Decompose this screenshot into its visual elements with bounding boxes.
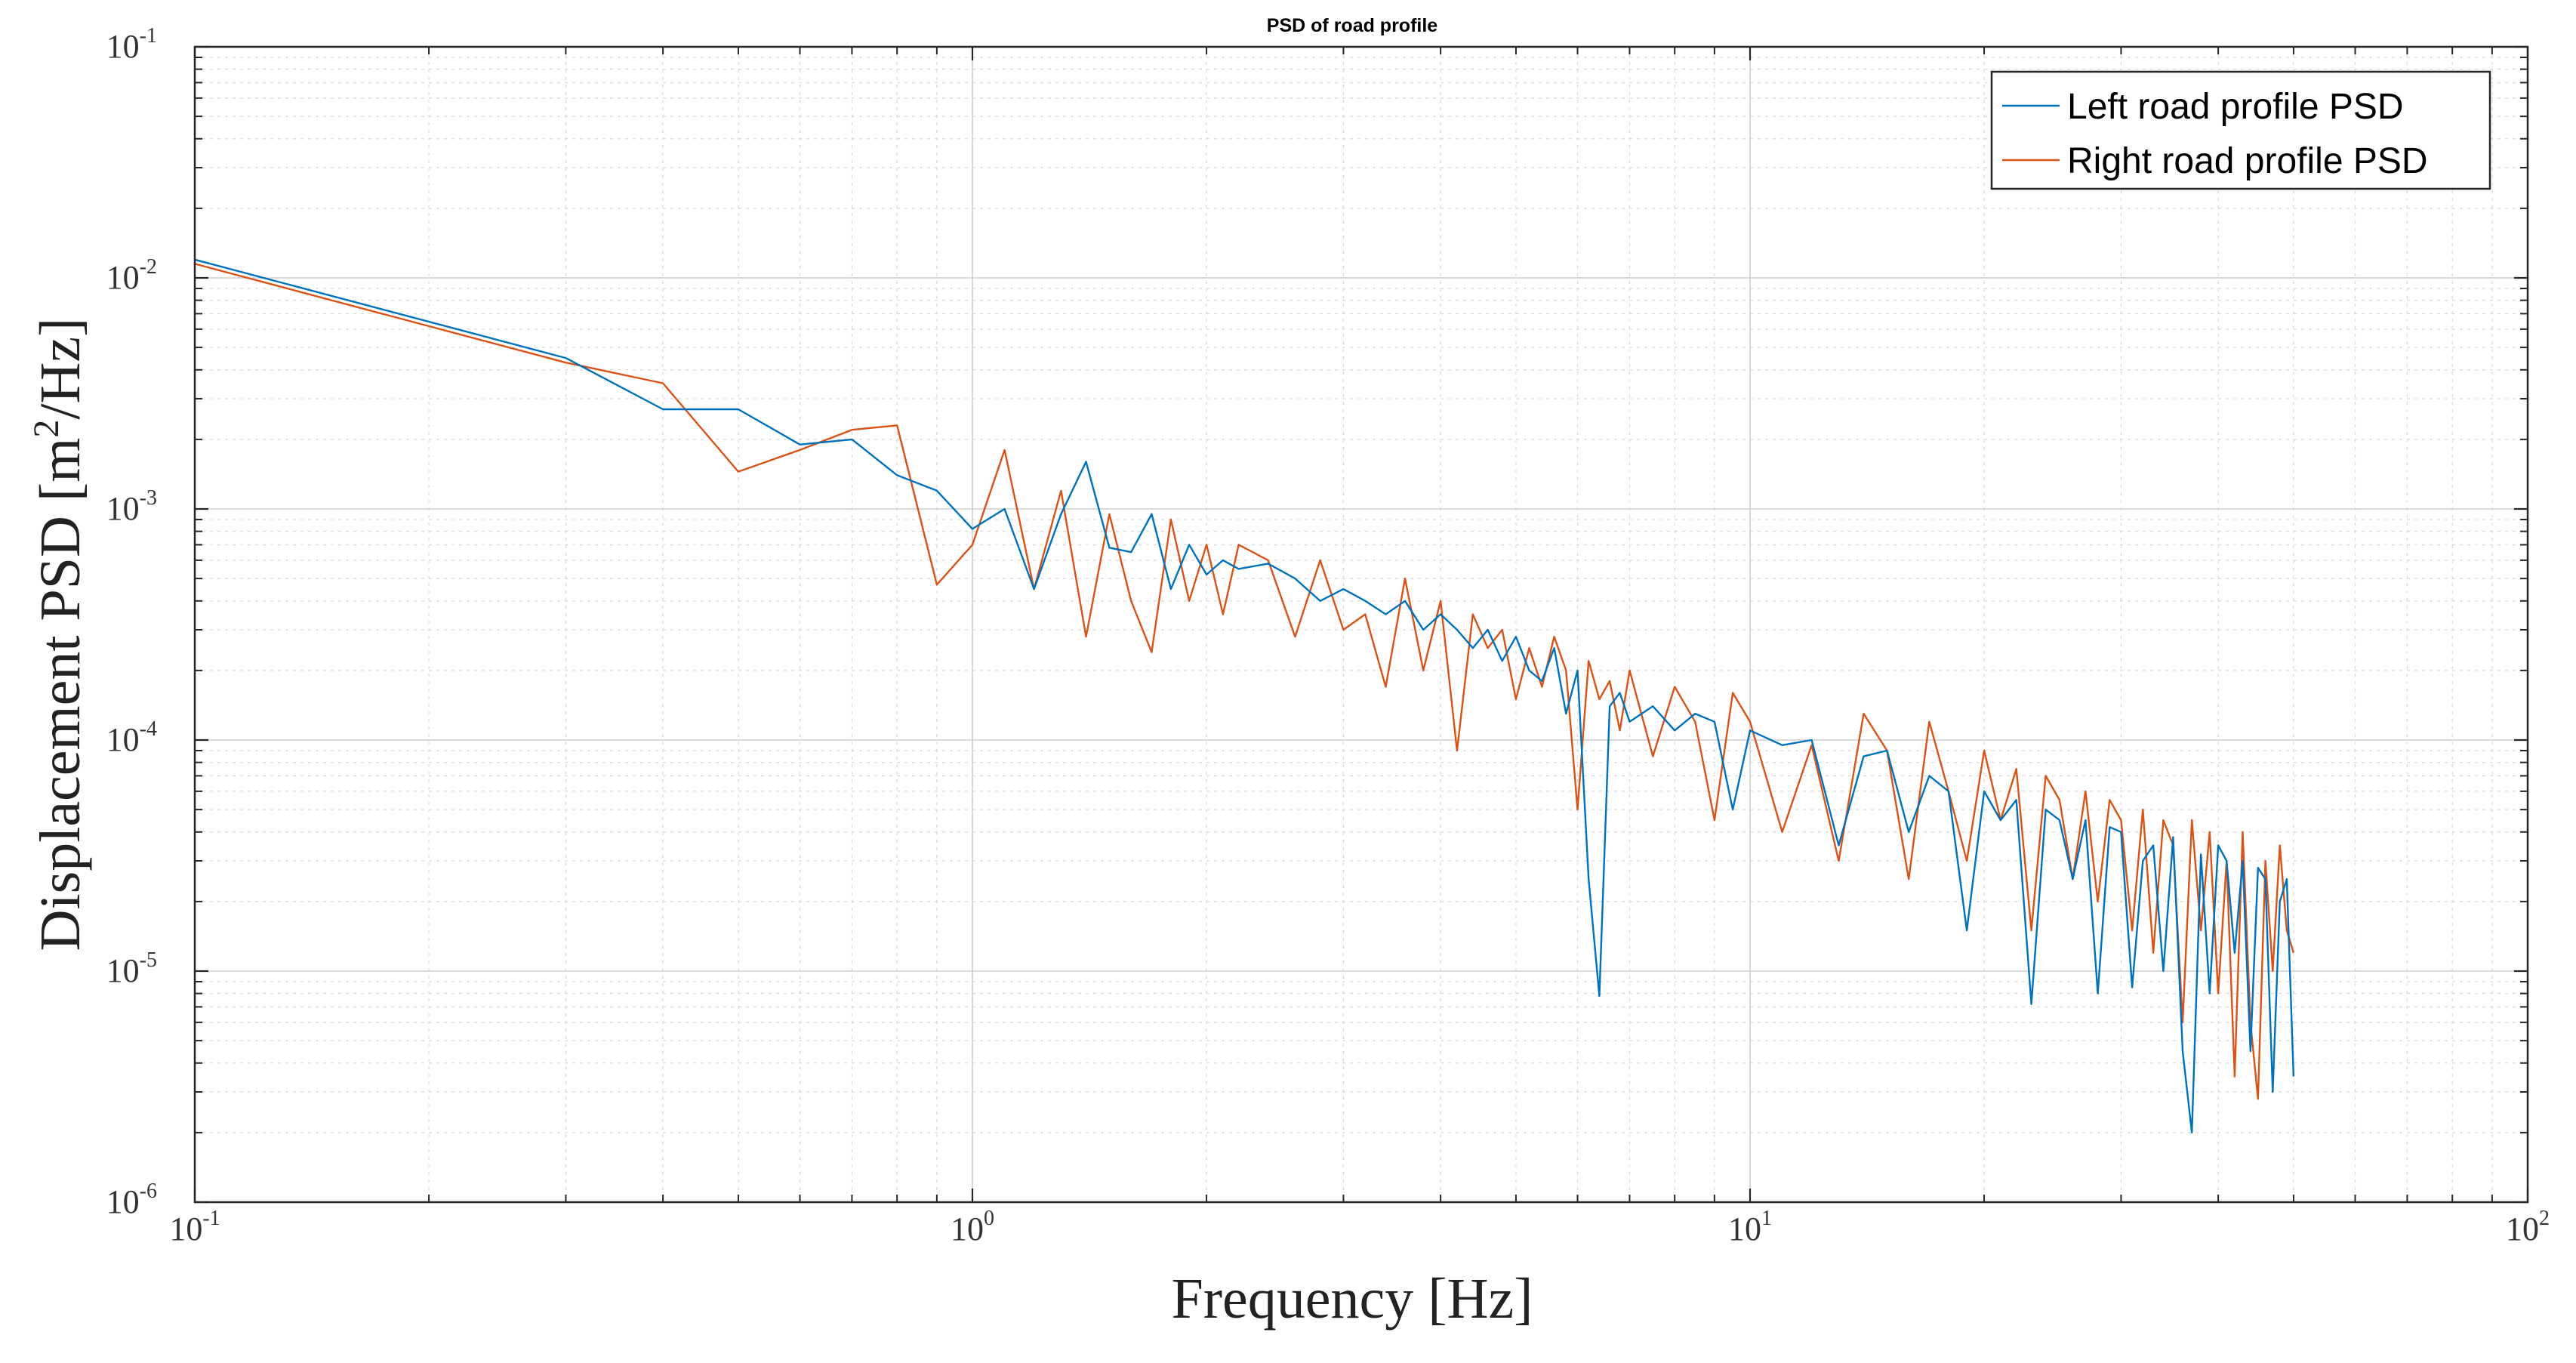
x-tick-label: 101	[1728, 1207, 1772, 1247]
series-layer	[194, 258, 2295, 1134]
y-tick-label: 10-2	[106, 255, 157, 296]
y-axis-label-tail: /Hz]	[29, 318, 92, 420]
legend-right-label: Right road profile PSD	[2067, 141, 2428, 181]
x-tick-label: 10-1	[169, 1207, 220, 1247]
y-tick-label: 10-4	[106, 717, 157, 758]
x-axis-label: Frequency [Hz]	[1171, 1267, 1533, 1331]
y-tick-label: 10-6	[106, 1180, 157, 1220]
x-tick-labels: 10-1 100 101 102	[169, 1207, 2550, 1247]
y-axis-label: Displacement PSD [m2/Hz]	[26, 318, 92, 951]
x-tick-label: 100	[951, 1207, 994, 1247]
legend-box	[1990, 70, 2491, 190]
ticks-layer	[193, 45, 2529, 1204]
chart-title: PSD of road profile	[1267, 15, 1438, 36]
y-axis-label-superscript: 2	[26, 420, 66, 438]
y-axis-label-main: Displacement PSD [m	[29, 438, 92, 951]
y-tick-labels: 10-6 10-5 10-4 10-3 10-2 10-1	[106, 24, 157, 1220]
series-line-left-road-profile-psd	[194, 258, 2295, 1134]
x-tick-label: 102	[2506, 1207, 2550, 1247]
axes-box	[193, 45, 2529, 1204]
y-tick-label: 10-1	[106, 24, 157, 65]
y-tick-label: 10-5	[106, 948, 157, 989]
legend-left-label: Left road profile PSD	[2067, 87, 2404, 127]
y-tick-label: 10-3	[106, 486, 157, 527]
legend: Left road profile PSD Right road profile…	[1990, 70, 2491, 190]
